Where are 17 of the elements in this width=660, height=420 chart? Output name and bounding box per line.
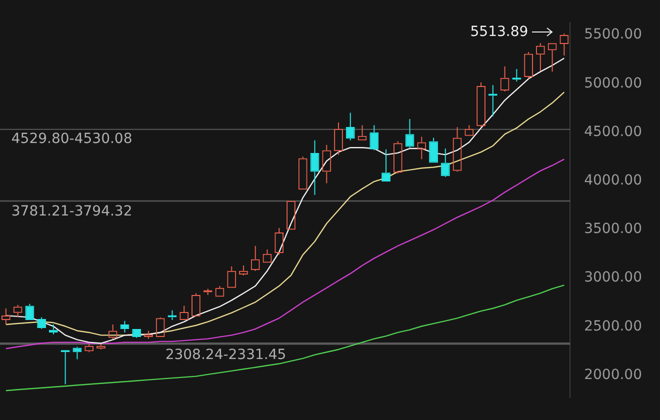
candlestick <box>72 346 82 360</box>
y-tick-label: 5000.00 <box>584 75 642 92</box>
y-tick-label: 4000.00 <box>584 172 642 188</box>
band-label: 2308.24-2331.45 <box>165 346 286 363</box>
y-tick-label: 5500.00 <box>584 26 642 43</box>
candlestick <box>370 124 379 151</box>
y-tick-label: 2500.00 <box>584 318 642 334</box>
candlestick <box>310 140 320 196</box>
y-tick-label: 3000.00 <box>584 270 642 286</box>
band-label: 4529.80-4530.08 <box>11 130 132 147</box>
band-label: 3781.21-3794.32 <box>11 204 132 220</box>
annotation: 5513.89 <box>470 24 528 40</box>
y-tick-label: 2000.00 <box>584 366 642 383</box>
y-tick-label: 3500.00 <box>584 221 642 238</box>
candlestick <box>120 320 130 333</box>
candlestick <box>429 137 438 163</box>
y-tick-label: 4500.00 <box>584 124 642 140</box>
